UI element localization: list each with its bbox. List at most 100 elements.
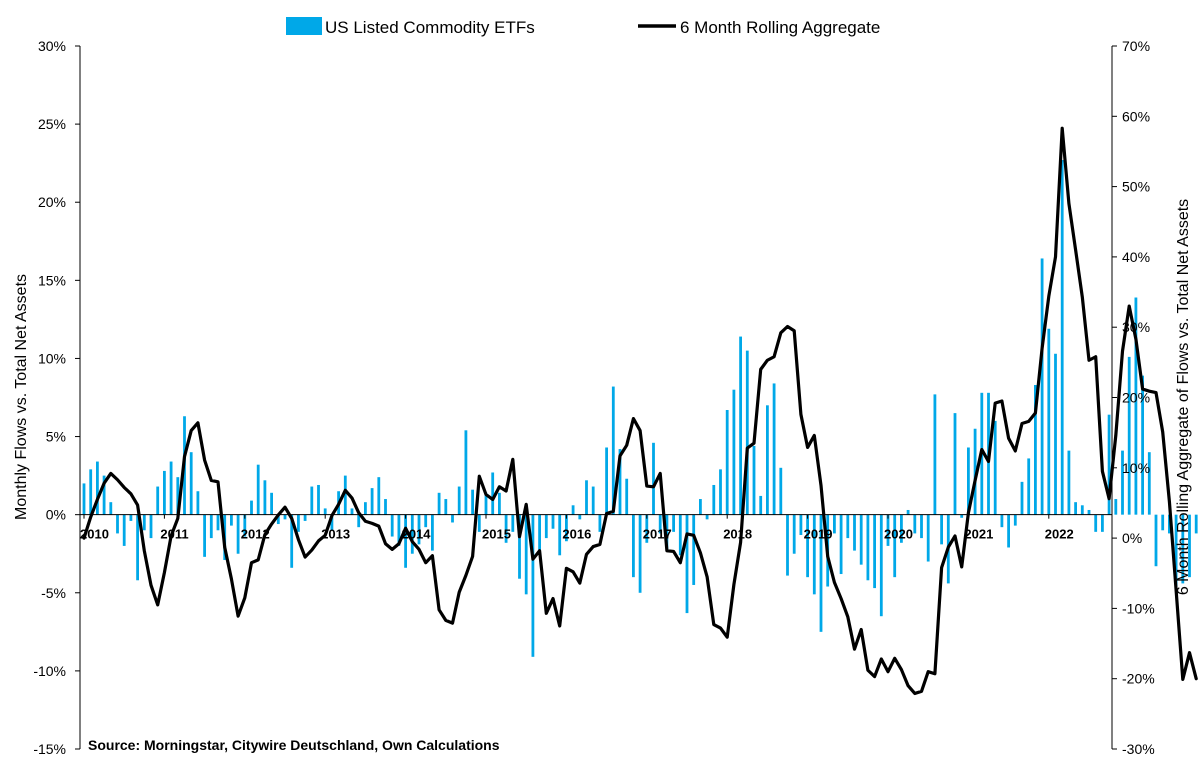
year-label-2022: 2022 [1045, 527, 1074, 542]
bar-163 [1174, 514, 1178, 587]
bar-52 [431, 514, 434, 551]
bar-43 [370, 488, 374, 515]
year-label-2011: 2011 [160, 527, 188, 542]
bar-91 [692, 514, 696, 585]
bar-75 [585, 480, 588, 515]
bar-32 [297, 514, 300, 532]
right-tick-label-9: -20% [1122, 671, 1155, 687]
bar-64 [511, 514, 515, 532]
left-tick-label-2: 20% [38, 194, 66, 210]
left-tick-label-6: 0% [46, 507, 66, 523]
bar-99 [745, 350, 749, 515]
bar-53 [437, 492, 441, 515]
bar-107 [799, 514, 803, 535]
bar-35 [317, 484, 320, 515]
bar-142 [1034, 385, 1037, 515]
bar-20 [216, 514, 220, 531]
bar-51 [424, 514, 428, 528]
line-series [82, 126, 1198, 696]
bar-26 [256, 464, 260, 515]
year-label-2017: 2017 [643, 527, 672, 542]
left-tick-label-9: -15% [33, 741, 66, 757]
bar-147 [1067, 450, 1071, 515]
bar-55 [451, 514, 454, 523]
bar-125 [920, 514, 923, 539]
legend-bar-swatch [286, 17, 322, 35]
bar-14 [176, 477, 180, 515]
bar-series [82, 160, 1198, 657]
year-label-2019: 2019 [804, 527, 833, 542]
bar-94 [712, 484, 716, 515]
bar-12 [163, 470, 166, 515]
bar-44 [377, 477, 381, 515]
year-label-2012: 2012 [241, 527, 270, 542]
bar-138 [1007, 514, 1010, 548]
bar-33 [303, 514, 307, 521]
bar-4 [109, 502, 113, 515]
bar-11 [156, 486, 160, 515]
bar-120 [886, 514, 890, 546]
bar-118 [873, 514, 876, 589]
bar-140 [1020, 481, 1024, 515]
bar-143 [1040, 258, 1044, 515]
left-tick-label-3: 15% [38, 272, 66, 288]
bar-1 [89, 469, 93, 515]
bar-95 [719, 469, 722, 515]
bar-161 [1161, 514, 1165, 531]
bar-154 [1114, 499, 1118, 515]
bar-17 [196, 491, 200, 515]
right-tick-label-6: 10% [1122, 460, 1150, 476]
bar-116 [859, 514, 863, 565]
bar-106 [792, 514, 796, 554]
bar-152 [1101, 514, 1104, 532]
bar-70 [551, 514, 555, 529]
bar-109 [812, 514, 816, 595]
bar-104 [779, 467, 783, 515]
year-label-2013: 2013 [321, 527, 350, 542]
bar-60 [484, 492, 488, 515]
bar-115 [853, 514, 856, 551]
left-axis: 30% 25% 20% 15% 10% 5% 0% -5% -10% -15% [33, 38, 81, 757]
bar-105 [786, 514, 789, 576]
bar-153 [1107, 414, 1111, 515]
bar-139 [1013, 514, 1017, 526]
bar-101 [759, 495, 763, 515]
bar-137 [1000, 514, 1004, 528]
bar-79 [611, 386, 615, 515]
right-axis-title: 6 Month Rolling Aggregate of Flows vs. T… [1175, 199, 1192, 595]
bar-123 [906, 509, 910, 515]
bar-13 [169, 461, 173, 515]
right-tick-label-0: 70% [1122, 38, 1150, 54]
bar-36 [323, 508, 327, 515]
bar-71 [558, 514, 562, 556]
bar-166 [1194, 514, 1198, 534]
year-label-2020: 2020 [884, 527, 913, 542]
bar-37 [330, 514, 334, 531]
source-note: Source: Morningstar, Citywire Deutschlan… [88, 737, 500, 753]
bar-85 [652, 442, 655, 515]
bar-5 [116, 514, 119, 534]
bar-164 [1181, 514, 1185, 584]
bar-151 [1094, 514, 1098, 532]
bar-87 [665, 514, 669, 550]
right-tick-label-4: 30% [1122, 319, 1150, 335]
bar-7 [129, 514, 133, 521]
bar-113 [839, 514, 843, 575]
bar-73 [571, 505, 575, 515]
bar-96 [725, 410, 729, 515]
rolling-aggregate-line [82, 126, 1198, 696]
bar-74 [578, 514, 582, 520]
bar-98 [739, 336, 742, 515]
bar-92 [699, 499, 702, 515]
bar-41 [357, 514, 361, 528]
bar-156 [1127, 356, 1131, 515]
bar-112 [833, 514, 836, 534]
bar-3 [102, 475, 106, 515]
bar-141 [1027, 458, 1031, 515]
right-axis: 70% 60% 50% 40% 30% 20% 10% 0% -10% -20% -30% [1111, 38, 1155, 757]
bar-46 [390, 514, 394, 537]
bar-80 [618, 449, 622, 515]
bar-108 [806, 514, 809, 578]
year-label-2021: 2021 [964, 527, 993, 542]
bar-65 [518, 514, 521, 579]
